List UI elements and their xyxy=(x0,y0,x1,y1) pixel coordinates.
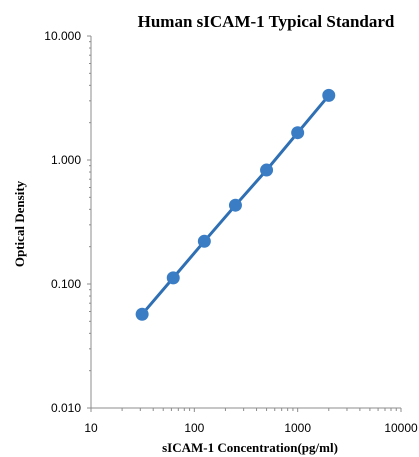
data-point xyxy=(228,198,242,212)
data-point xyxy=(135,307,149,321)
y-tick-label: 1.000 xyxy=(51,153,81,167)
x-axis-title: sICAM-1 Concentration(pg/ml) xyxy=(162,440,338,455)
y-tick-label: 10.000 xyxy=(44,29,81,43)
x-tick-label: 10 xyxy=(84,421,98,435)
y-tick-label: 0.010 xyxy=(51,401,81,415)
x-tick-label: 1000 xyxy=(284,421,311,435)
x-tick-label: 100 xyxy=(184,421,204,435)
y-axis-ticks: 0.010 0.100 1.000 10.000 xyxy=(44,29,91,415)
data-point xyxy=(291,126,305,140)
x-axis-ticks: 10 100 1000 10000 xyxy=(84,408,418,435)
y-axis-title: Optical Density xyxy=(12,180,27,267)
x-tick-label: 10000 xyxy=(384,421,418,435)
data-series xyxy=(135,88,336,321)
data-point xyxy=(322,88,336,102)
data-point xyxy=(166,271,180,285)
y-tick-label: 0.100 xyxy=(51,277,81,291)
data-point xyxy=(197,234,211,248)
data-point xyxy=(260,163,274,177)
chart-title: Human sICAM-1 Typical Standard xyxy=(138,12,395,31)
